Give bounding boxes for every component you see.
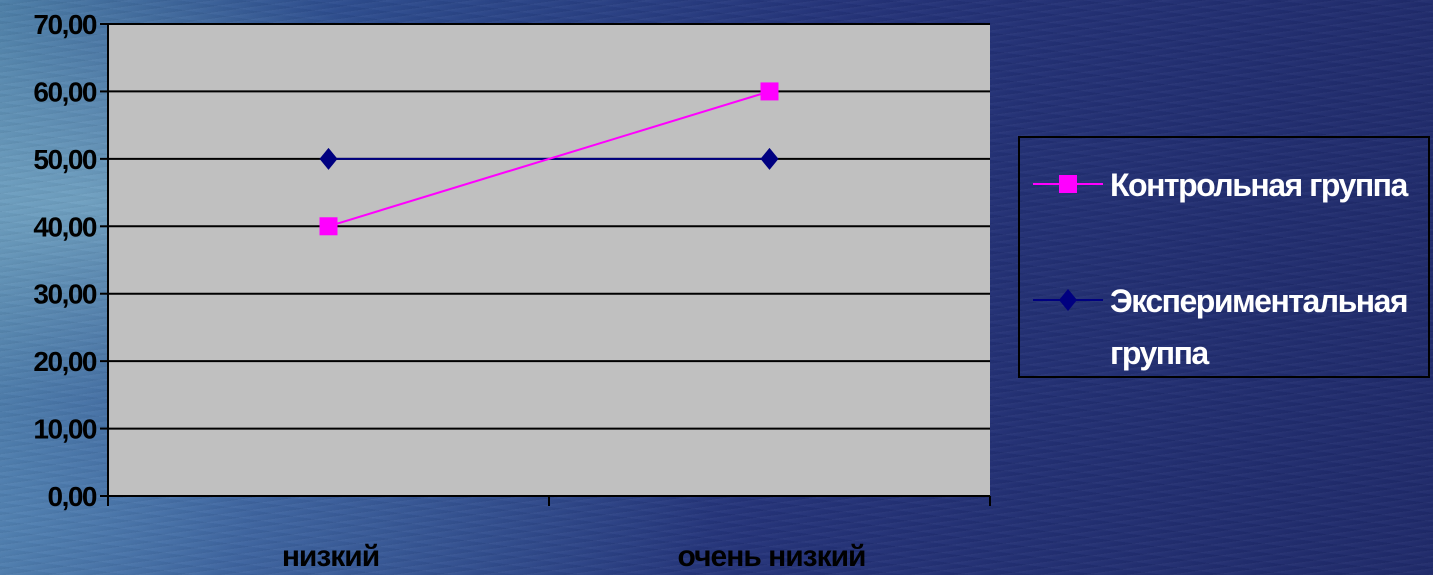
y-tick-label: 0,00 [48,481,97,512]
plot-background [108,24,990,496]
data-point [760,82,779,101]
y-tick-label: 70,00 [33,9,96,40]
legend-label: Контрольная группа [1110,167,1408,203]
y-tick-label: 20,00 [33,346,96,377]
series-layer [319,82,779,236]
y-tick-label: 50,00 [33,144,96,175]
y-tick-label: 60,00 [33,76,96,107]
legend: Контрольная группа Экспериментальная групп… [1018,136,1430,378]
series-line [328,90,770,228]
x-category-label: очень низкий [678,540,866,573]
data-point [319,147,338,170]
y-tick-label: 30,00 [33,279,96,310]
legend-marker [1059,289,1077,311]
y-tick-label: 40,00 [33,211,96,242]
legend-marker [1059,175,1077,193]
y-tick-label: 10,00 [33,414,96,445]
x-category-label: низкий [282,540,379,573]
data-point [760,147,779,170]
legend-label: Экспериментальная группа [1110,283,1407,371]
axes: 0,00 10,00 20,00 30,00 40,00 50,00 60,00 70,00 н… [33,9,991,573]
legend-box [1018,136,1430,378]
plot-area [108,23,990,496]
data-point [319,217,338,236]
